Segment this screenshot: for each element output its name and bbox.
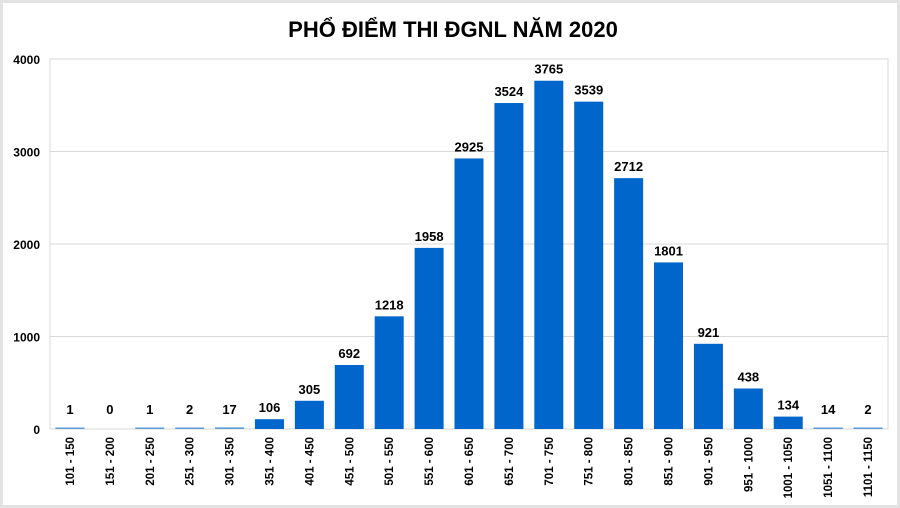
x-tick-label: 151 - 200 [105, 437, 117, 486]
bar-sliver [215, 427, 245, 429]
data-label: 305 [299, 382, 321, 397]
x-tick-label: 851 - 900 [664, 437, 676, 486]
data-labels: 1 0 1 2 17 106 305 692 1218 1958 2925 3524 3765 3539 2… [66, 62, 871, 417]
bar [374, 316, 404, 429]
bar [733, 388, 763, 429]
x-tick-label: 301 - 350 [225, 437, 237, 486]
x-tick-label: 1001 - 1050 [783, 437, 795, 498]
bar [534, 80, 564, 430]
data-label: 1 [66, 402, 73, 417]
y-tick-label: 0 [33, 423, 40, 437]
bar [414, 247, 444, 429]
data-label: 1801 [654, 243, 683, 258]
bar [254, 419, 284, 429]
bar-sliver [853, 427, 883, 429]
x-tick-label: 401 - 450 [304, 437, 316, 486]
y-tick-label: 3000 [13, 146, 40, 160]
bars [55, 80, 883, 430]
data-label: 17 [222, 402, 236, 417]
x-tick-label: 651 - 700 [504, 437, 516, 486]
x-tick-label: 451 - 500 [344, 437, 356, 486]
x-tick-label: 501 - 550 [384, 437, 396, 486]
data-label: 3539 [574, 83, 603, 98]
bar [693, 343, 723, 429]
bar-sliver [175, 427, 205, 429]
data-label: 2925 [455, 139, 484, 154]
bar-sliver [813, 427, 843, 429]
x-tick-label: 901 - 950 [703, 437, 715, 486]
x-axis: 101 - 150 151 - 200 201 - 250 251 - 300 301 … [65, 437, 875, 498]
bar [334, 364, 364, 429]
x-tick-label: 801 - 850 [624, 437, 636, 486]
data-label: 2 [186, 402, 193, 417]
bar-chart: PHỔ ĐIỂM THI ĐGNL NĂM 2020 0 1000 2000 3000… [13, 17, 889, 498]
data-label: 14 [821, 402, 836, 417]
bar [454, 158, 484, 429]
x-tick-label: 101 - 150 [65, 437, 77, 486]
x-tick-label: 1101 - 1150 [863, 437, 875, 497]
x-tick-label: 351 - 400 [264, 437, 276, 486]
data-label: 0 [106, 402, 113, 417]
data-label: 2 [864, 402, 871, 417]
x-tick-label: 701 - 750 [544, 437, 556, 486]
data-label: 1218 [375, 297, 404, 312]
data-label: 921 [698, 325, 720, 340]
data-label: 106 [259, 400, 281, 415]
bar-sliver [55, 427, 85, 429]
data-label: 438 [737, 369, 759, 384]
bar [294, 400, 324, 429]
x-tick-label: 551 - 600 [424, 437, 436, 486]
x-tick-label: 1051 - 1100 [823, 437, 835, 498]
data-label: 2712 [614, 159, 643, 174]
x-tick-label: 201 - 250 [145, 437, 157, 486]
data-label: 1958 [415, 229, 444, 244]
y-tick-label: 1000 [13, 331, 40, 345]
data-label: 3765 [534, 62, 563, 77]
x-tick-label: 951 - 1000 [743, 437, 755, 492]
bar [654, 262, 684, 429]
y-axis: 0 1000 2000 3000 4000 [13, 53, 40, 437]
bar-sliver [135, 427, 165, 429]
bar [574, 101, 604, 429]
data-label: 3524 [494, 84, 524, 99]
x-tick-label: 601 - 650 [464, 437, 476, 486]
y-tick-label: 2000 [13, 238, 40, 252]
bar [614, 178, 644, 429]
data-label: 134 [777, 398, 799, 413]
y-tick-label: 4000 [13, 53, 40, 67]
data-label: 692 [338, 346, 360, 361]
x-tick-label: 251 - 300 [185, 437, 197, 486]
chart-title: PHỔ ĐIỂM THI ĐGNL NĂM 2020 [288, 17, 618, 42]
data-label: 1 [146, 402, 153, 417]
x-tick-label: 751 - 800 [584, 437, 596, 486]
bar [773, 416, 803, 429]
bar [494, 103, 524, 429]
